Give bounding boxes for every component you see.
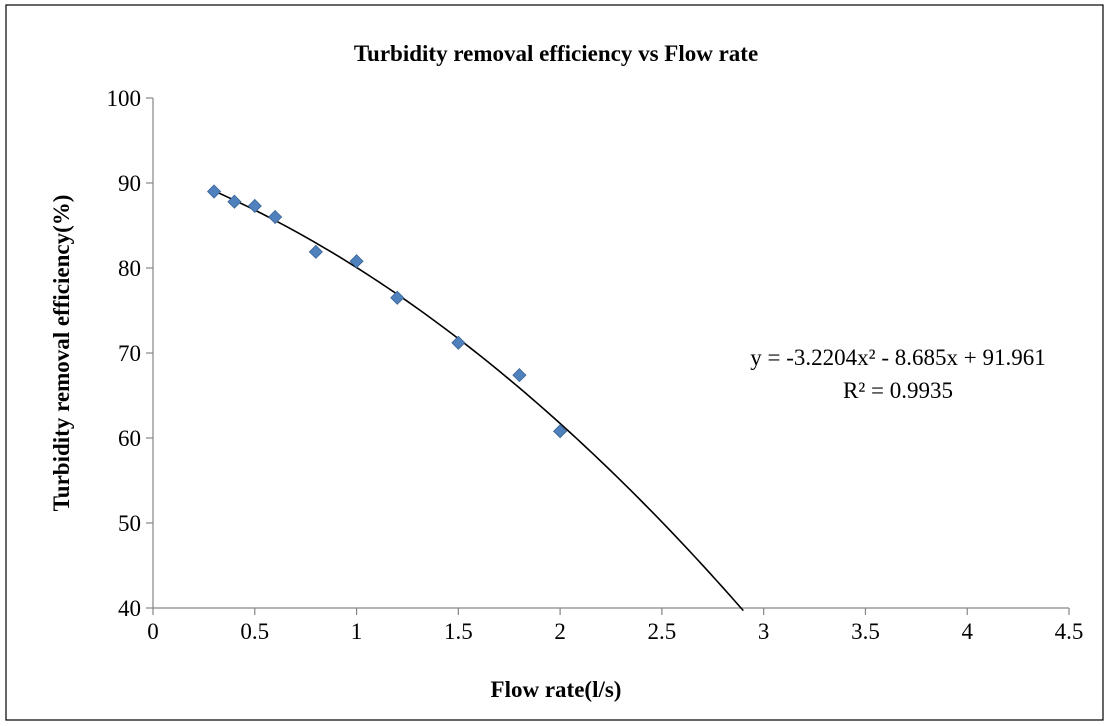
data-point	[227, 194, 242, 209]
x-tick-label: 3	[758, 619, 770, 644]
x-tick-label: 0	[147, 619, 159, 644]
x-tick-label: 0.5	[240, 619, 269, 644]
y-axis-label: Turbidity removal efficiency(%)	[49, 195, 74, 512]
x-axis-label: Flow rate(l/s)	[491, 677, 622, 702]
x-tick-label: 1	[351, 619, 363, 644]
data-point	[553, 424, 568, 439]
trendline-r-squared: R² = 0.9935	[843, 378, 953, 403]
x-tick-label: 1.5	[444, 619, 473, 644]
chart-border	[5, 4, 1104, 721]
trendline	[213, 190, 744, 612]
data-points	[207, 184, 568, 439]
data-point	[207, 184, 222, 199]
trendline-equation: y = -3.2204x² - 8.685x + 91.961	[750, 345, 1045, 370]
y-tick-label: 90	[118, 171, 141, 196]
data-point	[451, 335, 466, 350]
x-tick-label: 2.5	[648, 619, 677, 644]
data-point	[390, 290, 405, 305]
data-point	[512, 368, 527, 383]
y-tick-label: 40	[118, 596, 141, 621]
x-tick-label: 2	[554, 619, 566, 644]
trendline-group	[213, 190, 744, 612]
data-point	[247, 198, 262, 214]
x-tick-label: 3.5	[851, 619, 880, 644]
y-tick-label: 70	[118, 341, 141, 366]
chart-title: Turbidity removal efficiency vs Flow rat…	[354, 41, 758, 66]
x-tick-label: 4.5	[1055, 619, 1084, 644]
x-tick-label: 4	[961, 619, 973, 644]
y-tick-label: 50	[118, 511, 141, 536]
data-point	[308, 244, 323, 259]
data-point	[349, 254, 364, 269]
y-tick-label: 80	[118, 256, 141, 281]
axes: 0 0.5 1 1.5 2 2.5 3 3.5 4 4.5 40 50 60 70 80 90 100	[107, 86, 1084, 644]
data-point	[268, 209, 283, 225]
y-tick-label: 100	[107, 86, 142, 111]
y-tick-label: 60	[118, 426, 141, 451]
